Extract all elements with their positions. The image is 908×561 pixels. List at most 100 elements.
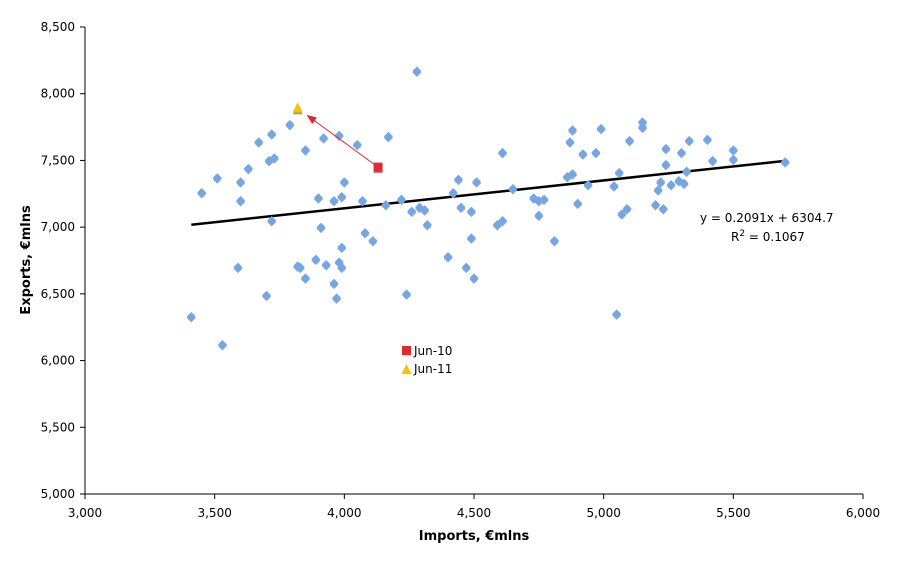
data-point [236,195,246,205]
y-tick-label: 8,000 [41,87,75,101]
data-point [453,174,463,184]
axes: 5,000 5,500 6,000 6,500 7,000 7,500 8,000 8,500… [41,20,881,520]
y-tick-label: 5,500 [41,420,75,434]
data-point [578,149,588,159]
data-point [614,167,624,177]
data-point [508,183,518,193]
data-point [653,185,663,195]
data-point [728,145,738,155]
jun-10-point [373,162,383,172]
y-axis-title: Exports, €mlns [19,205,34,315]
legend-label-jun-10: Jun-10 [413,344,452,358]
data-point [461,262,471,272]
data-point [679,178,689,188]
y-tick-label: 6,000 [41,354,75,368]
data-point [617,209,627,219]
data-point [469,273,479,283]
data-point [236,177,246,187]
legend: Jun-10 Jun-11 [401,344,452,376]
data-point [702,134,712,144]
data-point [573,198,583,208]
data-point [609,181,619,191]
data-point [412,66,422,76]
data-point [549,235,559,245]
data-point [661,159,671,169]
data-point [420,205,430,215]
data-point [568,169,578,179]
data-point [498,215,508,225]
data-point [402,289,412,299]
y-tick-label: 5,000 [41,487,75,501]
data-point [186,312,196,322]
data-point [197,187,207,197]
data-point [472,177,482,187]
data-point [254,137,264,147]
data-point [539,194,549,204]
data-point [319,133,329,143]
data-point [329,195,339,205]
data-point [682,166,692,176]
data-point [285,119,295,129]
data-point [534,210,544,220]
y-tick-label: 7,500 [41,153,75,167]
data-point [295,262,305,272]
data-point [337,242,347,252]
x-tick-label: 3,500 [197,506,231,520]
data-point [243,163,253,173]
jun-11-point [292,102,303,113]
data-point [651,199,661,209]
y-tick-label: 6,500 [41,287,75,301]
data-point [267,215,277,225]
data-point [357,195,367,205]
x-tick-label: 5,500 [716,506,750,520]
data-point [443,251,453,261]
data-point [638,117,648,127]
data-point [383,131,393,141]
data-point [780,157,790,167]
data-point [612,309,622,319]
data-point [337,191,347,201]
data-point [396,194,406,204]
data-point [466,206,476,216]
x-tick-label: 3,000 [68,506,102,520]
data-point [498,147,508,157]
x-tick-label: 4,500 [457,506,491,520]
trendline-r-squared: R2 = 0.1067 [731,229,805,244]
data-point [217,340,227,350]
data-point [666,179,676,189]
legend-marker-jun-11 [401,364,412,374]
r-squared-sup: 2 [739,229,745,239]
data-point [352,139,362,149]
data-point [676,147,686,157]
data-point [591,147,601,157]
trendline-equation: y = 0.2091x + 6304.7 [700,211,834,225]
data-point [625,135,635,145]
data-point [407,206,417,216]
data-point [381,199,391,209]
data-points [186,66,790,351]
data-point [332,293,342,303]
data-point [212,173,222,183]
data-point [316,222,326,232]
data-point [337,262,347,272]
trendline-group [191,159,786,227]
data-point [300,145,310,155]
legend-marker-jun-10 [402,346,411,355]
data-point [565,137,575,147]
data-point [708,155,718,165]
data-point [661,143,671,153]
data-point [422,219,432,229]
data-point [339,177,349,187]
data-point [656,177,666,187]
r-squared-value: = 0.1067 [745,230,805,244]
data-point [368,235,378,245]
data-point [267,129,277,139]
data-point [262,290,272,300]
data-point [583,179,593,189]
data-point [568,125,578,135]
data-point [622,203,632,213]
data-point [233,262,243,272]
data-point [728,154,738,164]
data-point [311,254,321,264]
